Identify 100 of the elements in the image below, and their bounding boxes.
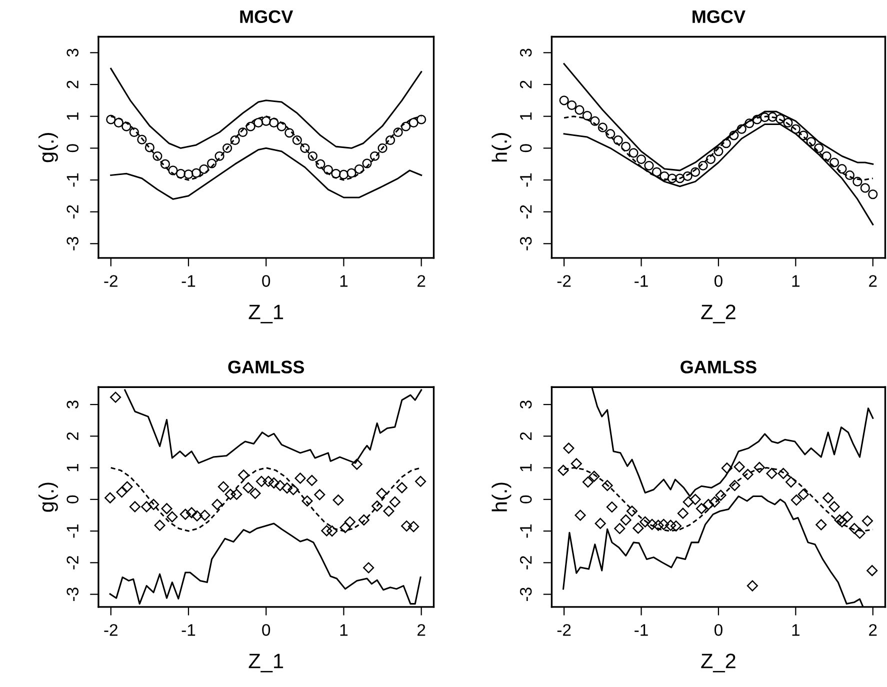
point xyxy=(652,520,664,531)
point xyxy=(256,476,267,487)
line-series xyxy=(110,68,422,149)
point xyxy=(184,169,194,180)
point xyxy=(714,146,724,156)
point xyxy=(702,498,714,510)
x-tick-label: 1 xyxy=(340,624,348,636)
y-axis-title: g(.) xyxy=(38,482,58,512)
x-tick-label: 2 xyxy=(418,624,426,636)
x-tick-label: -2 xyxy=(104,624,118,636)
point xyxy=(670,520,682,532)
x-tick-label: -2 xyxy=(557,275,571,287)
point xyxy=(621,142,631,152)
y-tick-label: -2 xyxy=(66,556,78,570)
point xyxy=(706,154,716,164)
point xyxy=(242,482,254,494)
point xyxy=(836,516,848,528)
point xyxy=(331,168,341,178)
point xyxy=(675,174,685,184)
point xyxy=(646,518,658,530)
point xyxy=(276,122,286,132)
y-tick-label: 0 xyxy=(520,495,532,504)
point xyxy=(790,124,800,134)
point xyxy=(862,515,874,526)
point xyxy=(122,122,132,132)
point xyxy=(736,124,746,134)
point xyxy=(844,170,855,180)
y-tick-label: 0 xyxy=(66,495,78,504)
point xyxy=(288,484,299,496)
point xyxy=(559,96,569,106)
point xyxy=(742,468,754,480)
x-axis-title: Z_1 xyxy=(248,654,284,672)
point xyxy=(340,522,351,534)
point xyxy=(822,151,832,161)
point xyxy=(321,525,332,536)
point xyxy=(212,498,223,510)
y-tick-label: -3 xyxy=(520,236,532,250)
x-tick-label: -2 xyxy=(557,624,571,636)
point xyxy=(868,190,878,200)
point xyxy=(721,462,732,474)
point xyxy=(238,470,250,481)
point xyxy=(775,114,786,124)
point xyxy=(613,135,623,145)
point xyxy=(116,486,128,498)
point xyxy=(665,520,676,531)
point xyxy=(860,183,870,193)
x-tick-label: 2 xyxy=(869,275,877,287)
x-tick-label: -1 xyxy=(634,624,648,636)
point xyxy=(338,170,349,180)
point xyxy=(574,510,586,521)
point xyxy=(224,488,236,500)
chart-title: MGCV xyxy=(692,10,746,24)
point xyxy=(715,490,726,501)
point xyxy=(137,134,147,144)
point xyxy=(614,522,626,534)
point xyxy=(214,151,224,161)
point xyxy=(690,167,700,177)
point xyxy=(129,127,139,138)
x-tick-label: 1 xyxy=(792,275,800,287)
point xyxy=(199,164,209,174)
point xyxy=(129,501,140,512)
x-tick-label: -1 xyxy=(634,275,648,287)
y-tick-label: -2 xyxy=(520,556,532,570)
point xyxy=(114,118,124,128)
point xyxy=(816,519,827,530)
point xyxy=(191,168,202,178)
point xyxy=(308,151,318,161)
point xyxy=(358,514,370,526)
x-axis-title: Z_1 xyxy=(248,304,284,324)
point xyxy=(300,143,310,153)
point xyxy=(344,516,356,528)
y-tick-label: 2 xyxy=(520,432,532,440)
point xyxy=(778,468,789,480)
point xyxy=(238,127,248,138)
point xyxy=(180,508,191,520)
point xyxy=(768,112,778,122)
point xyxy=(148,498,160,510)
point xyxy=(168,166,178,176)
point xyxy=(141,501,152,512)
point xyxy=(222,143,232,153)
point xyxy=(828,501,840,512)
x-tick-label: -1 xyxy=(182,624,196,636)
point xyxy=(274,480,286,492)
point xyxy=(262,476,274,487)
y-axis-title: g(.) xyxy=(38,133,58,162)
x-axis-title: Z_2 xyxy=(701,654,736,672)
x-tick-label: 1 xyxy=(792,624,800,636)
point xyxy=(746,580,758,592)
point xyxy=(640,516,651,528)
point xyxy=(632,522,644,534)
point xyxy=(729,130,739,140)
point xyxy=(834,514,846,526)
point xyxy=(854,528,866,539)
point xyxy=(326,526,338,537)
point xyxy=(370,151,380,161)
y-tick-label: 2 xyxy=(66,80,78,88)
point xyxy=(574,105,584,115)
point xyxy=(852,176,862,186)
point xyxy=(806,137,816,147)
point xyxy=(199,510,210,521)
